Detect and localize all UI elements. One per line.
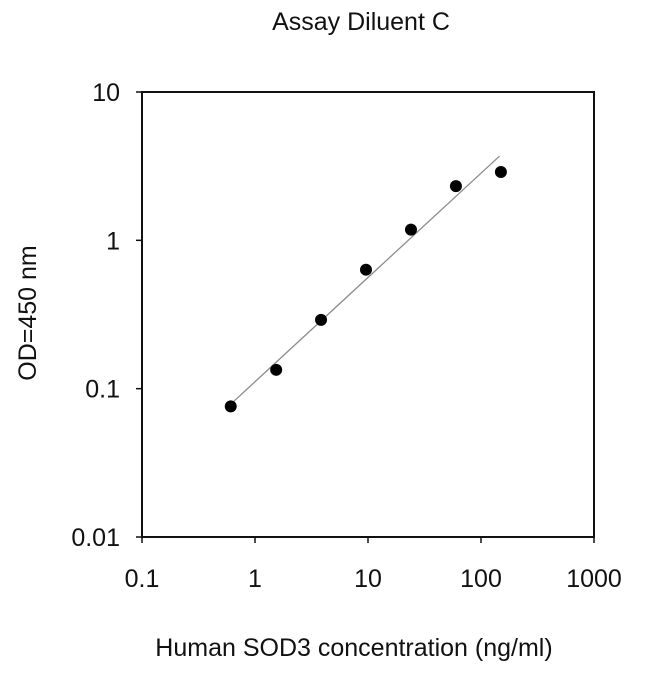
- data-point: [404, 223, 417, 236]
- data-series: [224, 155, 507, 413]
- x-tick-label: 10: [354, 565, 382, 593]
- y-tick-label: 0.1: [85, 376, 120, 404]
- chart-title: Assay Diluent C: [272, 8, 450, 36]
- x-tick-label: 1000: [566, 565, 622, 593]
- data-point: [224, 400, 237, 413]
- y-tick-label: 1: [106, 227, 120, 255]
- fit-line: [232, 155, 501, 403]
- plot-frame: [141, 91, 595, 538]
- data-point: [494, 165, 507, 178]
- data-point: [315, 313, 328, 326]
- x-tick-label: 100: [460, 565, 502, 593]
- data-point: [359, 263, 372, 276]
- y-tick-label: 10: [92, 79, 120, 107]
- x-tick-label: 0.1: [125, 565, 160, 593]
- data-point: [449, 180, 462, 193]
- y-tick-label: 0.01: [71, 524, 120, 552]
- data-point: [270, 363, 283, 376]
- x-axis-label: Human SOD3 concentration (ng/ml): [155, 634, 553, 662]
- x-tick-label: 1: [248, 565, 262, 593]
